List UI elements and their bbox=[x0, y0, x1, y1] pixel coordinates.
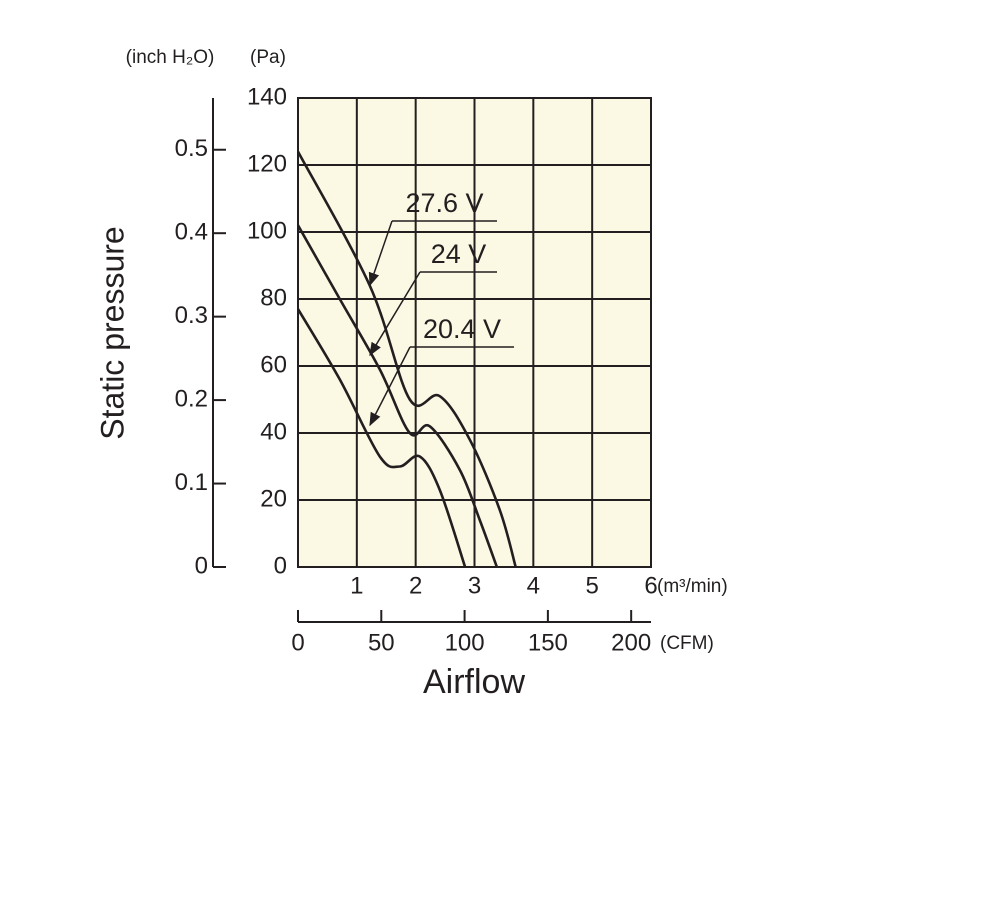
x-axis-label: Airflow bbox=[423, 663, 525, 701]
y2-tick-label: 0.4 bbox=[175, 219, 208, 246]
y-tick-label: 80 bbox=[260, 284, 287, 311]
x2-tick-label: 0 bbox=[291, 629, 304, 656]
series-label: 24 V bbox=[431, 239, 487, 269]
x-tick-label: 2 bbox=[409, 572, 422, 599]
x-tick-label: 6 bbox=[644, 572, 657, 599]
y2-tick-label: 0.2 bbox=[175, 385, 208, 412]
series-label: 20.4 V bbox=[423, 314, 501, 344]
x2-unit: (CFM) bbox=[660, 633, 714, 654]
x-tick-label: 3 bbox=[468, 572, 481, 599]
y-tick-label: 20 bbox=[260, 485, 287, 512]
x-tick-label: 4 bbox=[527, 572, 540, 599]
y2-tick-label: 0.3 bbox=[175, 302, 208, 329]
curve bbox=[296, 150, 517, 568]
y2-tick-label: 0.5 bbox=[175, 135, 208, 162]
x-tick-label: 1 bbox=[350, 572, 363, 599]
y-tick-label: 60 bbox=[260, 351, 287, 378]
x2-tick-label: 200 bbox=[611, 629, 651, 656]
curve bbox=[296, 308, 467, 568]
x2-tick-label: 150 bbox=[528, 629, 568, 656]
y2-unit: (inch H₂O) bbox=[126, 47, 215, 68]
series-label: 27.6 V bbox=[405, 188, 483, 218]
leader-arrow bbox=[369, 271, 421, 357]
y-tick-label: 40 bbox=[260, 418, 287, 445]
y-axis-label: Static pressure bbox=[94, 226, 130, 439]
y-unit: (Pa) bbox=[250, 47, 286, 68]
y-tick-label: 0 bbox=[274, 552, 287, 579]
y-tick-label: 140 bbox=[247, 83, 287, 110]
y-tick-label: 120 bbox=[247, 150, 287, 177]
x2-tick-label: 100 bbox=[445, 629, 485, 656]
y2-tick-label: 0 bbox=[195, 552, 208, 579]
x-unit: (m³/min) bbox=[657, 576, 728, 597]
leader-arrow bbox=[369, 346, 411, 427]
y2-tick-label: 0.1 bbox=[175, 469, 208, 496]
leader-arrow bbox=[368, 220, 393, 287]
x-tick-label: 5 bbox=[585, 572, 598, 599]
x2-tick-label: 50 bbox=[368, 629, 395, 656]
curve bbox=[296, 224, 499, 568]
y-tick-label: 100 bbox=[247, 217, 287, 244]
